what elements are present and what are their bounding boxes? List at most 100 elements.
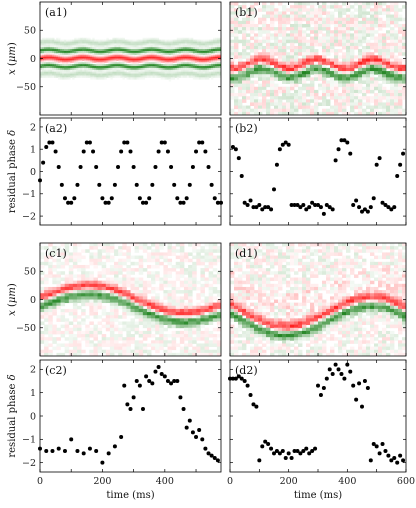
- data-point: [134, 182, 139, 187]
- data-point: [313, 202, 318, 207]
- data-point: [336, 367, 341, 372]
- data-point: [233, 147, 238, 152]
- data-point: [162, 374, 167, 379]
- ylabel-a1: x (μm): [7, 42, 18, 75]
- xtick-label-d2: 400: [338, 476, 356, 487]
- data-point: [365, 209, 370, 214]
- data-point: [215, 200, 220, 205]
- data-point: [140, 407, 145, 411]
- data-point: [318, 393, 323, 397]
- data-point: [94, 165, 99, 170]
- ytick-label-a2: 2: [30, 122, 36, 133]
- data-point: [187, 418, 192, 423]
- data-point: [215, 458, 220, 463]
- ytick-label-a2: −1: [22, 189, 36, 200]
- ytick-label-c2: −1: [22, 435, 36, 446]
- data-point: [75, 182, 80, 187]
- xtick-label-d2: 0: [227, 476, 233, 487]
- xtick-label-d2: 600: [397, 476, 415, 487]
- data-point: [228, 376, 232, 381]
- data-point: [342, 138, 347, 143]
- data-point: [280, 142, 285, 147]
- data-point: [122, 140, 127, 145]
- data-point: [274, 449, 279, 453]
- panel-label-c1: (c1): [45, 247, 67, 260]
- data-point: [140, 200, 145, 205]
- data-point: [242, 379, 247, 383]
- data-point: [103, 200, 108, 205]
- data-point: [56, 165, 61, 170]
- data-point: [371, 442, 376, 446]
- data-point: [292, 202, 297, 207]
- data-point: [263, 205, 268, 210]
- data-point: [316, 383, 320, 388]
- data-point: [91, 149, 96, 154]
- data-point: [97, 182, 102, 187]
- data-point: [236, 374, 241, 379]
- data-point: [169, 165, 174, 170]
- data-point: [283, 456, 288, 460]
- data-point: [380, 442, 385, 446]
- data-point: [134, 379, 139, 383]
- ytick-label-a2: 1: [30, 145, 36, 156]
- data-point: [272, 187, 276, 192]
- data-point: [233, 376, 238, 381]
- data-point: [147, 379, 152, 383]
- data-point: [251, 205, 256, 210]
- data-point: [190, 165, 195, 170]
- data-point: [360, 404, 364, 409]
- frame-c1: 50 0 −50 (c1) x (μm): [7, 242, 222, 357]
- data-point: [190, 430, 195, 435]
- ytick-label-c2: 0: [30, 411, 36, 422]
- data-point: [206, 451, 211, 456]
- data-point: [272, 451, 276, 456]
- data-point: [181, 407, 186, 411]
- data-point: [165, 379, 170, 383]
- frame-d1: (d1): [229, 242, 407, 357]
- data-point: [100, 460, 105, 465]
- data-point: [137, 383, 142, 388]
- data-point: [345, 362, 350, 367]
- data-point: [377, 156, 382, 161]
- data-point: [131, 165, 136, 170]
- data-point: [304, 207, 309, 212]
- data-point: [239, 173, 244, 178]
- data-point: [125, 140, 130, 145]
- data-point: [339, 138, 344, 143]
- data-point: [206, 165, 211, 170]
- data-point: [342, 376, 347, 381]
- data-point: [345, 140, 350, 145]
- data-point: [301, 202, 306, 207]
- data-point: [383, 449, 388, 453]
- data-point: [310, 449, 315, 453]
- data-point: [44, 144, 49, 149]
- data-point: [389, 458, 394, 463]
- data-point: [398, 453, 403, 458]
- xtick-label-c2: 400: [156, 476, 174, 487]
- data-point: [81, 451, 86, 456]
- data-point: [156, 149, 161, 154]
- data-point: [336, 147, 341, 152]
- data-point: [395, 173, 400, 178]
- data-point: [156, 365, 161, 369]
- data-point: [162, 140, 167, 145]
- data-point: [380, 200, 385, 205]
- frame-a1: 50 0 −50 (a1) x (μm): [7, 1, 222, 116]
- data-point: [236, 156, 241, 161]
- data-point: [401, 458, 406, 463]
- data-point: [87, 446, 92, 451]
- ytick-label-a1: −50: [16, 82, 36, 93]
- frame-d2: 0 200 400 600 (d2) time (ms): [227, 359, 415, 501]
- scatter-a2: [38, 140, 223, 205]
- data-point: [310, 200, 315, 205]
- data-point: [41, 160, 46, 165]
- data-point: [239, 376, 244, 381]
- heatmap-b1: [230, 2, 406, 115]
- data-point: [274, 162, 279, 167]
- data-point: [203, 149, 208, 154]
- data-point: [401, 151, 406, 156]
- data-point: [50, 140, 55, 145]
- data-point: [175, 196, 180, 201]
- data-point: [277, 451, 282, 456]
- data-point: [368, 458, 373, 463]
